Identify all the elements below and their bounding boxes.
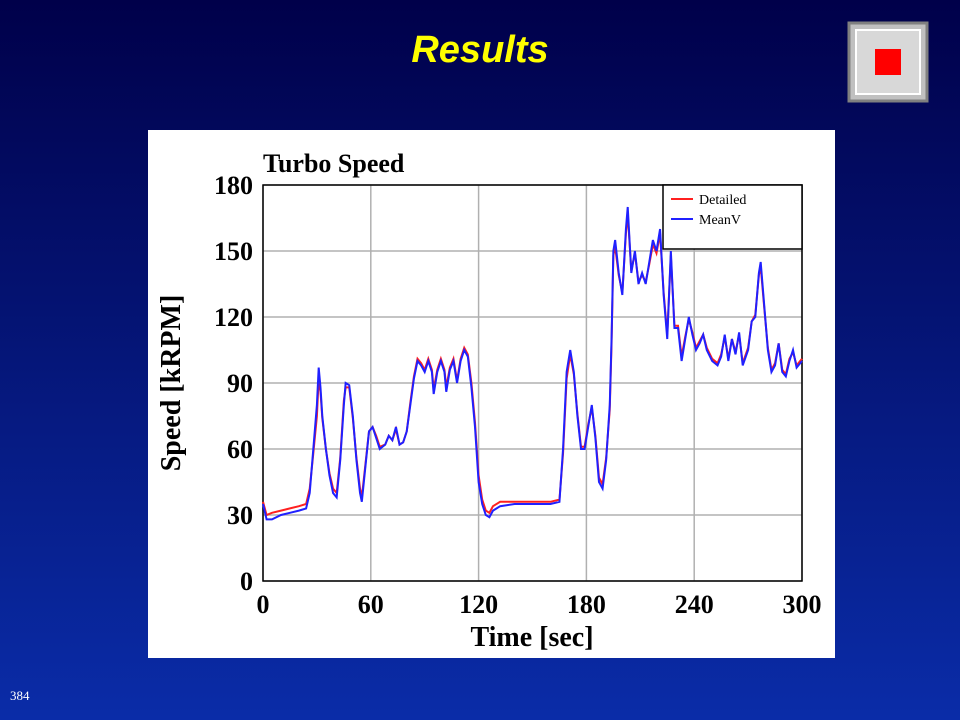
y-tick-label: 180 — [214, 171, 253, 200]
page-number: 384 — [10, 688, 30, 703]
x-tick-label: 120 — [459, 590, 498, 619]
line-series — [262, 206, 803, 521]
y-tick-label: 120 — [214, 303, 253, 332]
x-tick-label: 60 — [358, 590, 384, 619]
legend-box — [662, 184, 803, 250]
chart-title: Turbo Speed — [263, 149, 405, 178]
y-tick-label: 150 — [214, 237, 253, 266]
x-axis-label: Time [sec] — [470, 622, 593, 653]
plot: 0 30 60 90 120 150 180 0 60 120 180 240 300 Detailed M… — [214, 171, 822, 619]
y-tick-label: 0 — [240, 567, 253, 596]
plot-frame — [262, 184, 803, 582]
x-tick-label: 0 — [257, 590, 270, 619]
y-axis-label: Speed [kRPM] — [156, 295, 187, 472]
y-tick-label: 30 — [227, 501, 253, 530]
y-tick-label: 60 — [227, 435, 253, 464]
y-tick-label: 90 — [227, 369, 253, 398]
legend-label: MeanV — [699, 213, 741, 228]
stop-button[interactable] — [847, 21, 929, 103]
x-tick-label: 180 — [567, 590, 606, 619]
x-tick-label: 240 — [675, 590, 714, 619]
slide-title: Results — [411, 29, 548, 71]
legend-label: Detailed — [699, 193, 746, 208]
x-tick-label: 300 — [783, 590, 822, 619]
